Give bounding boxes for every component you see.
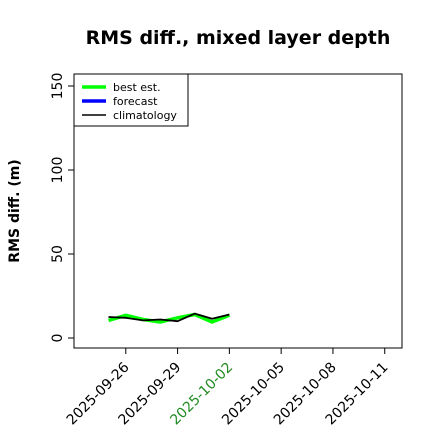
series-line-2: [108, 312, 230, 323]
y-axis-label: RMS diff. (m): [7, 159, 23, 262]
y-tick-label: 0: [50, 334, 66, 343]
y-axis: 0 50 100 150: [50, 73, 74, 343]
y-tick-label: 100: [50, 157, 66, 184]
legend-label: climatology: [113, 109, 177, 122]
plot-frame: [73, 73, 403, 349]
legend-label: best est.: [113, 81, 161, 94]
x-axis: 2025-09-262025-09-292025-10-022025-10-05…: [64, 348, 392, 428]
y-tick-label: 50: [50, 245, 66, 263]
y-tick-label: 150: [50, 73, 66, 100]
series-layer: [108, 312, 231, 324]
chart-title: RMS diff., mixed layer depth: [86, 27, 391, 49]
legend-label: forecast: [113, 95, 158, 108]
